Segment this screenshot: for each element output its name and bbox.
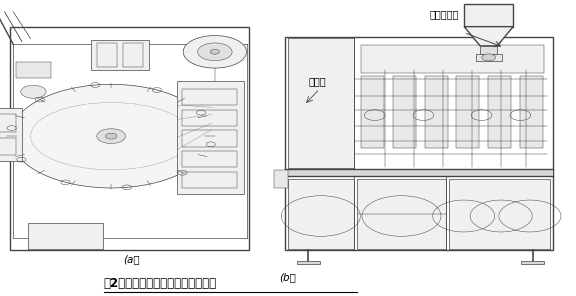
Text: 酱料灌装机: 酱料灌装机 [429,9,458,19]
Text: (b）: (b） [279,272,297,282]
Circle shape [198,43,232,61]
Circle shape [21,85,46,98]
Bar [361,76,384,148]
Text: 控制箱: 控制箱 [308,76,326,86]
Bar [288,179,354,249]
Bar [10,27,249,250]
Circle shape [97,129,126,144]
Text: (a）: (a） [123,254,139,264]
Text: 图2给袋式自动包装机结构示意图。: 图2给袋式自动包装机结构示意图。 [104,277,217,290]
Bar [274,170,288,188]
Bar [521,261,544,264]
Bar [182,172,237,188]
Bar [488,76,511,148]
Bar [123,43,143,67]
Bar [28,223,103,249]
Bar [357,179,446,249]
Bar [480,46,497,54]
Bar [288,38,354,168]
Circle shape [482,54,495,61]
Bar [91,40,149,70]
Bar [0,138,16,155]
Bar [425,76,448,148]
Bar [177,81,244,194]
Bar [182,130,237,147]
Bar [285,169,553,176]
Bar [97,43,117,67]
Bar [393,76,416,148]
Bar [449,179,550,249]
Bar [297,261,320,264]
Bar [476,54,502,61]
Circle shape [105,133,117,139]
Bar [0,114,16,132]
Bar [16,62,51,78]
Circle shape [210,49,219,54]
Bar [182,110,237,126]
Bar [182,89,237,105]
Bar [0,108,22,161]
Circle shape [183,36,247,68]
Bar [285,37,553,250]
Bar [464,4,513,27]
Circle shape [10,84,212,188]
Bar [456,76,479,148]
Polygon shape [464,27,513,46]
Bar [520,76,543,148]
Bar [361,45,544,73]
Bar [182,151,237,167]
